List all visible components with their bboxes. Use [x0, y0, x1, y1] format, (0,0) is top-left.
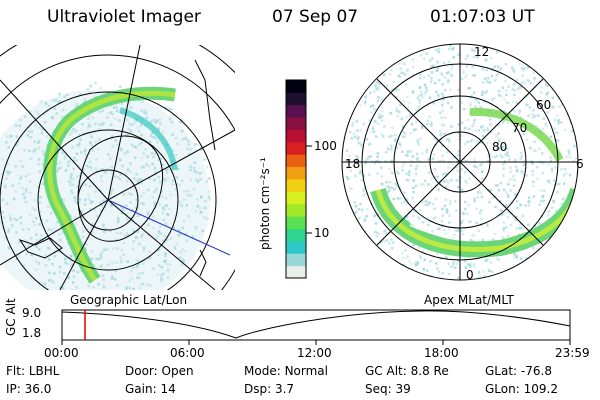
time-tick-1: 06:00 [170, 346, 205, 360]
status-glat: GLat: -76.8 [485, 364, 552, 378]
mlt-label-0: 0 [466, 268, 474, 282]
altitude-tick-low: 1.8 [22, 326, 42, 340]
status-dsp: Dsp: 3.7 [244, 382, 295, 396]
time-tick-3: 18:00 [424, 346, 459, 360]
status-door: Door: Open [125, 364, 194, 378]
status-glon: GLon: 109.2 [485, 382, 558, 396]
status-seq: Seq: 39 [365, 382, 411, 396]
instrument-title: Ultraviolet Imager [47, 7, 201, 27]
colorbar-tick-100: 100 [314, 139, 337, 153]
time-tick-2: 12:00 [297, 346, 332, 360]
lat-label-80: 80 [492, 140, 508, 154]
colorbar-segment [286, 166, 306, 180]
status-gain: Gain: 14 [125, 382, 176, 396]
lat-label-70: 70 [512, 121, 528, 135]
status-filter: Flt: LBHL [6, 364, 60, 378]
colorbar-segment [286, 141, 306, 155]
mlt-label-12: 12 [474, 45, 490, 59]
geo-map-caption: Geographic Lat/Lon [70, 293, 188, 307]
colorbar-unit-label: photon cm⁻²s⁻¹ [258, 157, 272, 250]
colorbar-segment [286, 265, 306, 279]
mag-map-caption: Apex MLat/MLT [424, 293, 514, 307]
colorbar-segment [286, 129, 306, 143]
altitude-tick-high: 9.0 [22, 306, 42, 320]
date-label: 07 Sep 07 [272, 7, 359, 27]
status-ip: IP: 36.0 [6, 382, 52, 396]
mlt-label-18: 18 [345, 157, 361, 171]
time-tick-4: 23:59 [555, 346, 590, 360]
colorbar-tick-10: 10 [314, 226, 330, 240]
colorbar-segment [286, 253, 306, 267]
geographic-map [0, 45, 235, 290]
status-mode: Mode: Normal [244, 364, 328, 378]
altitude-y-label: GC Alt [4, 298, 18, 336]
altitude-plot [61, 309, 571, 345]
colorbar-segment [286, 216, 306, 229]
colorbar-segment [286, 203, 306, 217]
colorbar-segment [286, 104, 306, 118]
colorbar-segment [286, 191, 306, 205]
colorbar-segment [286, 117, 306, 130]
colorbar-segment [286, 240, 306, 254]
colorbar-segment [286, 154, 306, 168]
colorbar-segment [286, 179, 306, 192]
colorbar-segment [286, 228, 306, 242]
lat-label-60: 60 [536, 98, 552, 112]
colorbar-segment [286, 80, 306, 93]
color-scale-bar [286, 80, 306, 279]
time-label: 01:07:03 UT [430, 7, 535, 27]
time-tick-0: 00:00 [44, 346, 79, 360]
magnetic-map [341, 43, 579, 281]
status-gc-alt: GC Alt: 8.8 Re [365, 364, 449, 378]
mlt-label-6: 6 [576, 157, 584, 171]
colorbar-segment [286, 92, 306, 106]
